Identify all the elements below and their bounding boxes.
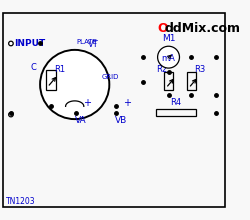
Text: M1: M1 — [162, 35, 175, 44]
Text: GRID: GRID — [102, 74, 120, 80]
Text: +: + — [123, 98, 131, 108]
Bar — [46, 70, 56, 90]
Text: VT: VT — [88, 40, 98, 49]
Circle shape — [40, 50, 109, 119]
Bar — [187, 72, 196, 90]
Circle shape — [9, 112, 13, 117]
Text: O: O — [158, 22, 168, 35]
Text: R4: R4 — [170, 98, 181, 107]
Text: TN1203: TN1203 — [6, 197, 36, 206]
Text: R3: R3 — [194, 64, 205, 73]
Circle shape — [158, 46, 180, 68]
Text: PLATE: PLATE — [76, 39, 98, 45]
Circle shape — [9, 41, 13, 46]
Text: C: C — [31, 63, 37, 72]
Bar — [164, 72, 173, 90]
Bar — [156, 109, 196, 116]
Text: VB: VB — [115, 116, 127, 125]
Text: R1: R1 — [54, 66, 65, 75]
Text: R2: R2 — [156, 64, 167, 73]
Text: mA: mA — [162, 54, 175, 62]
Text: ddMix.com: ddMix.com — [165, 22, 241, 35]
Text: VA: VA — [75, 116, 86, 125]
Text: +: + — [83, 98, 91, 108]
Text: INPUT: INPUT — [14, 39, 46, 48]
